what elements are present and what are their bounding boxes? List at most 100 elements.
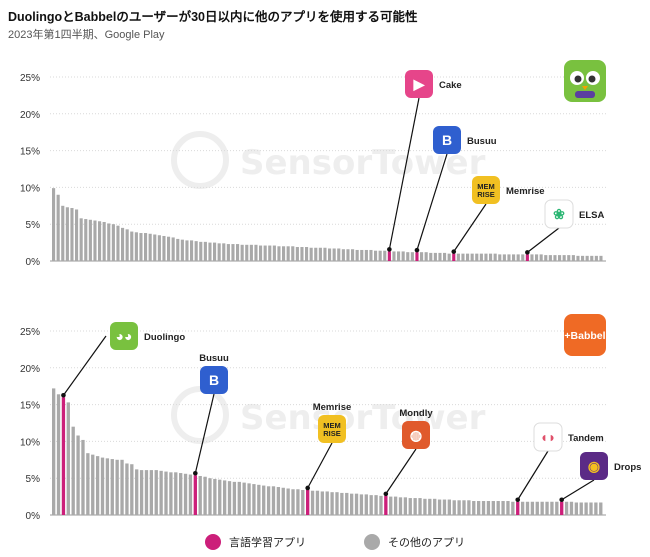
bar-other-app [501, 501, 505, 515]
bar-other-app [486, 501, 491, 515]
bar-other-app [81, 439, 85, 515]
bar-other-app [428, 498, 432, 515]
callout-mondly: ◍ Mondly [383, 408, 433, 497]
bar-language-app [560, 501, 564, 515]
bar-other-app [277, 246, 281, 261]
bar-other-app [185, 240, 189, 261]
bar-other-app [213, 478, 217, 515]
bar-other-app [79, 218, 83, 261]
bar-other-app [569, 501, 574, 515]
watermark-logo-icon [171, 386, 229, 444]
bar-other-app [491, 501, 495, 515]
leader-dot [525, 250, 530, 255]
bar-other-app [95, 456, 100, 515]
leader-line [307, 442, 333, 489]
bar-other-app [589, 502, 593, 515]
bar-other-app [328, 248, 332, 261]
bar-other-app [198, 475, 202, 515]
bar-other-app [139, 233, 143, 261]
callout-cake: ▶ Cake [387, 70, 462, 252]
bar-other-app [330, 492, 334, 515]
bar-other-app [169, 472, 173, 515]
charts-canvas: SensorTower 0% 5% 10% 15% 20% 25% ▶ Cake B Busuu ME… [20, 60, 641, 522]
bar-other-app [594, 502, 598, 515]
bar-other-app [511, 501, 515, 515]
cake-icon: ▶ [405, 70, 433, 98]
callout-duolingo: ◕◕ Duolingo [61, 322, 185, 398]
bar-language-app [306, 489, 310, 515]
y-tick-label: 10% [20, 437, 40, 448]
svg-text:◕◕: ◕◕ [116, 328, 133, 344]
busuu-icon: B [200, 366, 228, 394]
bar-other-app [369, 249, 373, 261]
bar-other-app [413, 498, 417, 515]
callout-tandem: ◖◗ Tandem [515, 422, 604, 503]
bar-other-app [562, 255, 566, 261]
bar-other-app [266, 486, 271, 515]
bar-other-app [479, 253, 483, 261]
babbel-icon: +Babbel [564, 314, 606, 356]
svg-text:❀: ❀ [553, 206, 565, 222]
bar-other-app [236, 244, 240, 261]
mondly-icon: ◍ [402, 421, 430, 449]
bar-other-app [281, 487, 285, 515]
bar-other-app [247, 483, 251, 515]
callout-elsa: ❀ ELSA [525, 199, 604, 255]
bar-other-app [452, 500, 456, 515]
bar-other-app [539, 254, 543, 261]
bar-other-app [585, 255, 589, 261]
bar-other-app [408, 498, 412, 515]
svg-text:B: B [209, 372, 219, 388]
bar-other-app [406, 252, 410, 261]
bar-other-app [550, 501, 554, 515]
duolingo-owl-icon: ◕◕ [110, 322, 138, 350]
bar-other-app [378, 250, 382, 261]
bar-other-app [506, 501, 510, 515]
bar-other-app [98, 221, 102, 261]
y-tick-label: 0% [26, 257, 41, 268]
bar-other-app [252, 484, 256, 515]
bar-other-app [180, 239, 184, 261]
bar-other-app [134, 232, 138, 261]
bar-other-app [121, 227, 125, 261]
bar-other-app [301, 489, 305, 515]
bar-other-app [295, 247, 299, 261]
bar-other-app [268, 245, 272, 261]
y-tick-label: 25% [20, 73, 40, 84]
bar-other-app [392, 251, 396, 261]
bar-other-app [512, 254, 516, 261]
bar-other-app [52, 388, 56, 515]
bar-other-app [291, 246, 295, 261]
bar-other-app [116, 225, 120, 261]
bar-other-app [599, 255, 603, 261]
bar-other-app [521, 254, 525, 261]
bar-language-app [452, 253, 456, 261]
bar-other-app [65, 207, 69, 261]
bar-other-app [516, 254, 520, 261]
leader-dot [305, 485, 310, 491]
bar-other-app [300, 247, 304, 261]
bar-other-app [203, 241, 207, 261]
bar-other-app [374, 495, 378, 515]
bar-other-app [374, 250, 378, 261]
chart-subtitle: 2023年第1四半期、Google Play [8, 29, 165, 41]
bar-language-app [415, 252, 419, 261]
bar-other-app [86, 453, 90, 515]
bar-other-app [157, 235, 161, 261]
bar-other-app [232, 481, 237, 515]
bar-other-app [199, 241, 203, 261]
bar-other-app [442, 499, 447, 515]
leader-line [561, 479, 595, 501]
bar-other-app [558, 255, 562, 261]
bar-other-app [438, 252, 442, 261]
bar-other-app [125, 229, 129, 261]
leader-dot [193, 470, 198, 476]
bar-other-app [52, 188, 56, 261]
bar-other-app [125, 463, 129, 515]
bar-other-app [571, 255, 575, 261]
bar-other-app [418, 498, 422, 515]
leader-line [416, 153, 448, 251]
legend: 言語学習アプリ その他のアプリ [205, 531, 465, 553]
